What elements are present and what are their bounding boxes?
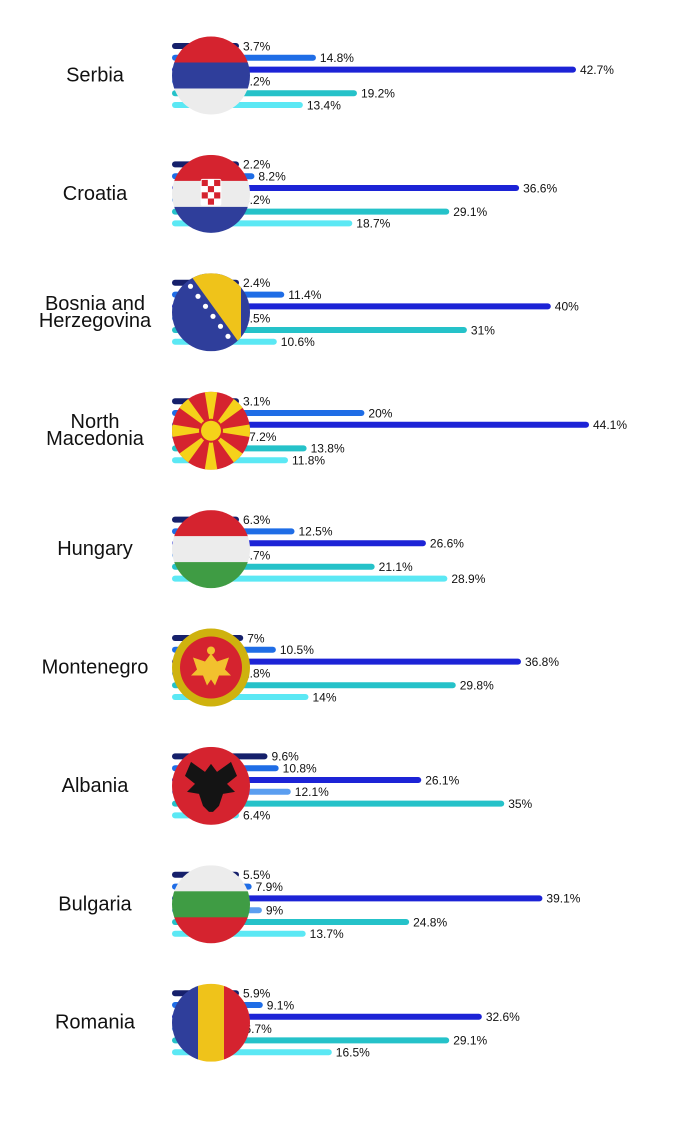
country-label: Hungary — [57, 538, 133, 560]
bar-value-label: 29.8% — [460, 679, 494, 693]
bar-value-label: 32.6% — [486, 1010, 520, 1024]
bar-value-label: 10.6% — [281, 335, 315, 349]
bar-value-label: 18.7% — [356, 217, 390, 231]
bar-value-label: 8.2% — [258, 170, 286, 184]
country-group: 7% 10.5% 36.8% 1.8% 29.8% 14% Montenegro — [42, 628, 559, 707]
bar-value-label: 10.5% — [280, 643, 314, 657]
croatia-flag-icon — [172, 154, 250, 233]
bar-value-label: 7% — [247, 631, 265, 645]
bar-value-label: 24.8% — [413, 915, 447, 929]
bar-value-label: 39.1% — [546, 892, 580, 906]
bar-value-label: 26.6% — [430, 537, 464, 551]
country-label: Herzegovina — [39, 310, 152, 332]
bar-value-label: 28.9% — [451, 572, 485, 586]
bar-value-label: 6.3% — [243, 513, 271, 527]
bar-value-label: 31% — [471, 323, 495, 337]
bar-value-label: 36.6% — [523, 181, 557, 195]
albania-flag-icon — [172, 746, 250, 825]
country-label: Bosnia and — [45, 293, 145, 315]
hungary-flag-icon — [172, 510, 250, 589]
bar-value-label: 9% — [266, 904, 284, 918]
bar-value-label: 26.1% — [425, 773, 459, 787]
bar-value-label: 7.9% — [256, 880, 284, 894]
serbia-flag-icon — [172, 36, 250, 115]
country-label: Bulgaria — [58, 893, 132, 915]
bar-value-label: 12.1% — [295, 785, 329, 799]
country-group: 5.5%7.9% 39.1% 9% 24.8% 13.7% Bulgaria — [58, 865, 581, 944]
bar-value-label: 1.8% — [243, 667, 271, 681]
bar-value-label: 5.9% — [243, 987, 271, 1001]
bar-value-label: 9.6% — [271, 750, 299, 764]
country-label: Croatia — [63, 183, 128, 205]
country-group: 3.7% 14.8% 42.7% 6.2% 19.2% 13.4% Serbia — [66, 36, 614, 115]
bar-value-label: 29.1% — [453, 1034, 487, 1048]
bar-value-label: 3.1% — [243, 395, 271, 409]
bar-value-label: 6.2% — [243, 75, 271, 89]
bar-value-label: 13.8% — [311, 442, 345, 456]
bar-value-label: 29.1% — [453, 205, 487, 219]
romania-flag-icon — [172, 983, 250, 1062]
country-label: Serbia — [66, 65, 125, 87]
bar-value-label: 16.5% — [336, 1046, 370, 1060]
bar-value-label: 40% — [555, 300, 579, 314]
country-label: Macedonia — [46, 428, 145, 450]
country-label: Albania — [62, 775, 130, 797]
country-group: 5.9%9.1% 32.6% 6.7% 29.1% 16.5% Romania — [55, 983, 520, 1062]
bar-value-label: 44.1% — [593, 418, 627, 432]
bosnia-flag-icon — [172, 273, 250, 352]
bar-value-label: 35% — [508, 797, 532, 811]
bar-value-label: 42.7% — [580, 63, 614, 77]
bar-value-label: 21.1% — [379, 560, 413, 574]
bar-value-label: 19.2% — [361, 87, 395, 101]
bar-value-label: 11.8% — [292, 454, 325, 468]
bar-value-label: 9.1% — [267, 998, 295, 1012]
country-label: Romania — [55, 1012, 136, 1034]
country-label: North — [71, 411, 120, 433]
bar-value-label: 2.4% — [243, 276, 271, 290]
bar-value-label: 36.8% — [525, 655, 559, 669]
bar-value-label: 5.5% — [243, 868, 271, 882]
country-group: 6.3% 12.5% 26.6% 4.7% 21.1% 28.9% Hungary — [57, 510, 486, 589]
bar-value-label: 5.2% — [243, 193, 271, 207]
bar-value-label: 3.7% — [243, 39, 271, 53]
bar-value-label: 14.8% — [320, 51, 354, 65]
country-label: Montenegro — [42, 657, 149, 679]
bar-value-label: 11.4% — [288, 288, 321, 302]
montenegro-flag-icon — [172, 628, 250, 707]
bar-value-label: 10.8% — [283, 762, 317, 776]
bar-value-label: 4.5% — [243, 312, 271, 326]
bar-value-label: 20% — [368, 406, 392, 420]
bar-value-label: 4.7% — [243, 548, 271, 562]
bar-value-label: 2.2% — [243, 158, 271, 172]
bar-value-label: 7.2% — [249, 430, 277, 444]
bulgaria-flag-icon — [172, 865, 250, 944]
bar-value-label: 13.4% — [307, 98, 341, 112]
country-group: 9.6%10.8% 26.1% 12.1% 35% 6.4% Albania — [62, 746, 533, 825]
country-group: 2.2%8.2% 36.6% 5.2% 29.1% 18.7% Croatia — [63, 154, 557, 233]
bar-value-label: 14% — [312, 690, 336, 704]
bar-value-label: 6.7% — [244, 1022, 272, 1036]
bar-value-label: 6.4% — [243, 809, 271, 823]
bar-value-label: 12.5% — [299, 525, 333, 539]
country-group: 2.4% 11.4% 40% 4.5% 31% 10.6% Bosnia andHerzeg… — [39, 273, 579, 352]
bar-value-label: 13.7% — [310, 927, 344, 941]
